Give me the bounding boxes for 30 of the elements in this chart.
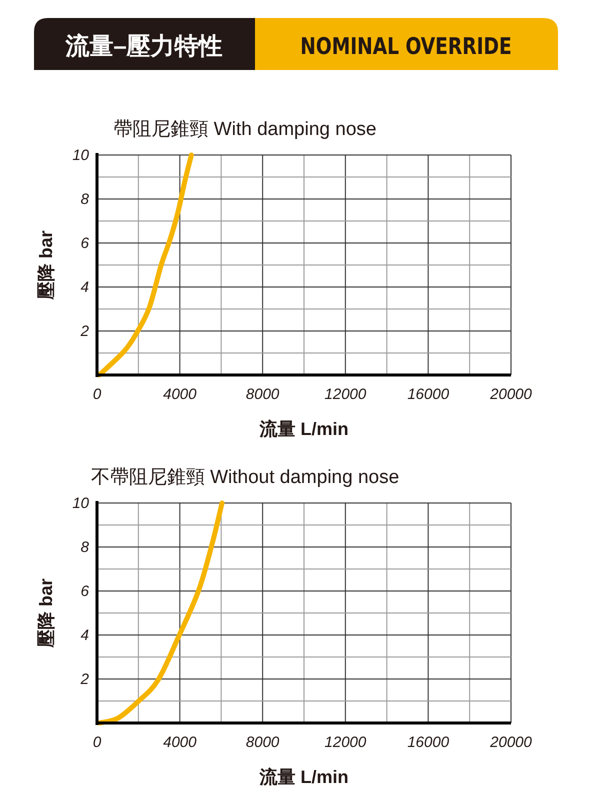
x-tick-label: 8000 (246, 386, 280, 403)
chart-title: 不帶阻尼錐頸 Without damping nose (90, 467, 400, 488)
x-tick-label: 8000 (246, 734, 280, 751)
x-tick-label: 16000 (407, 386, 450, 403)
y-tick-label: 4 (80, 627, 89, 644)
x-tick-label: 16000 (407, 734, 450, 751)
chart-title: 帶阻尼錐頸 With damping nose (114, 119, 376, 140)
y-tick-label: 10 (72, 147, 90, 164)
y-tick-label: 2 (80, 671, 90, 688)
y-tick-label: 8 (80, 191, 90, 208)
x-axis-title: 流量 L/min (258, 419, 348, 439)
x-tick-label: 0 (92, 386, 102, 403)
y-axis-title: 壓降 bar (36, 578, 56, 649)
text: NOMINAL OVERRIDE (300, 34, 512, 60)
x-tick-label: 12000 (324, 386, 367, 403)
y-tick-label: 8 (80, 539, 90, 556)
y-tick-label: 4 (80, 279, 89, 296)
x-tick-label: 4000 (163, 386, 198, 403)
x-tick-label: 12000 (324, 734, 367, 751)
x-tick-label: 4000 (163, 734, 198, 751)
y-tick-label: 6 (80, 583, 90, 600)
text: 流量–壓力特性 (64, 33, 223, 60)
y-tick-label: 6 (80, 235, 90, 252)
y-tick-label: 2 (80, 323, 90, 340)
x-axis-title: 流量 L/min (258, 767, 348, 787)
x-tick-label: 20000 (489, 386, 533, 403)
y-tick-label: 10 (72, 495, 90, 512)
y-axis-title: 壓降 bar (36, 230, 56, 301)
x-tick-label: 0 (92, 734, 102, 751)
x-tick-label: 20000 (489, 734, 533, 751)
